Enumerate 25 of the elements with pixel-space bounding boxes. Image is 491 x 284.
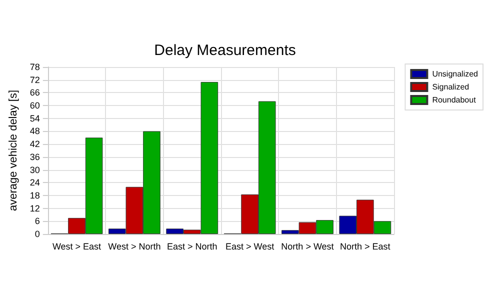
y-tick-label: 30	[30, 164, 40, 175]
y-tick-label: 12	[30, 203, 40, 214]
y-tick-label: 60	[30, 100, 40, 111]
chart-title: Delay Measurements	[154, 42, 296, 59]
y-tick-label: 54	[30, 113, 40, 124]
y-tick-label: 48	[30, 126, 40, 136]
x-tick-label: West > East	[52, 242, 102, 252]
legend-label: Roundabout	[432, 96, 477, 104]
y-tick-label: 72	[30, 74, 40, 85]
y-tick-label: 42	[30, 139, 40, 150]
y-tick-label: 18	[30, 190, 40, 200]
x-tick-label: East > North	[166, 242, 218, 252]
legend-label: Unsignalized	[432, 70, 478, 78]
y-tick-label: 24	[30, 178, 40, 188]
x-tick-label: East > West	[225, 242, 275, 252]
x-tick-label: North > West	[281, 242, 334, 252]
y-tick-label: 66	[30, 88, 40, 98]
legend-label: Signalized	[432, 82, 470, 92]
y-tick-label: 78	[30, 62, 40, 72]
x-tick-label: North > East	[340, 242, 391, 252]
x-tick-label: West > North	[108, 242, 161, 252]
y-axis-title: average vehicle delay [s]	[8, 90, 20, 212]
y-tick-label: 36	[30, 152, 40, 162]
y-tick-label: 6	[34, 216, 40, 226]
y-tick-label: 0	[34, 229, 40, 239]
